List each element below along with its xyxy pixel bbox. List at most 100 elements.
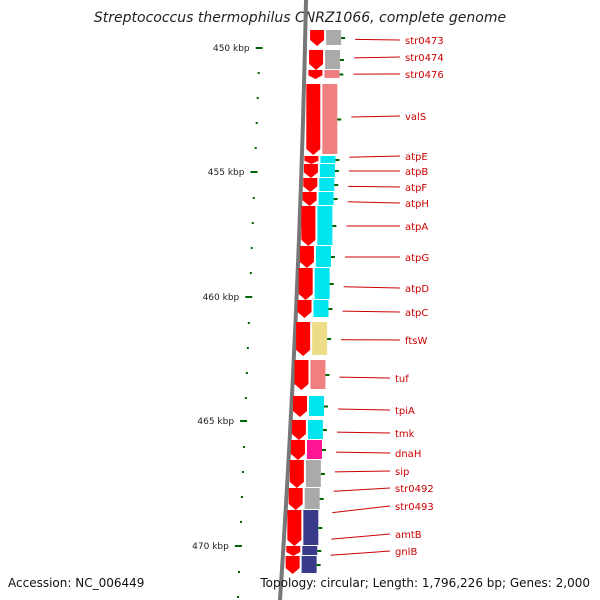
gene-leader (347, 201, 401, 204)
minor-tick (247, 322, 250, 324)
gene-label: atpE (405, 152, 428, 163)
gene-cog-box (306, 440, 322, 459)
minor-tick (239, 521, 242, 523)
gene-label: str0493 (395, 502, 434, 513)
kbp-label: 465 kbp (197, 417, 234, 427)
gene-leader (355, 38, 401, 41)
minor-tick (256, 97, 259, 99)
gene-arrow (301, 206, 316, 246)
gene-cog-box (301, 556, 317, 573)
gene-leader (330, 550, 391, 556)
kbp-tick (250, 171, 258, 173)
gene-cog-box (322, 84, 338, 154)
kbp-tick (234, 545, 242, 547)
gene-label: str0474 (405, 53, 444, 64)
gene-leader (335, 451, 391, 454)
gene-label: str0473 (405, 36, 444, 47)
gene-leader (334, 470, 391, 473)
gene-arrow (294, 360, 309, 390)
gene-arrow (310, 30, 325, 46)
gene-arrow (304, 156, 319, 164)
gene-cog-box (324, 70, 340, 78)
gene-leader (333, 487, 391, 492)
gene-cog-box (326, 30, 342, 45)
minor-tick (257, 72, 260, 74)
kbp-tick (245, 296, 253, 298)
minor-tick (246, 347, 249, 349)
gene-arrow (289, 460, 304, 488)
kbp-label: 470 kbp (192, 542, 229, 552)
gene-cog-box (302, 546, 318, 555)
gene-cog-box (312, 322, 328, 355)
gene-leader (331, 533, 391, 540)
gene-arrow (292, 396, 307, 417)
gene-arrow (296, 322, 311, 356)
gene-leader (343, 286, 401, 289)
gene-leader (348, 185, 401, 188)
kbp-label: 450 kbp (213, 44, 250, 54)
gene-cog-box (317, 206, 333, 245)
gene-cog-box (319, 178, 335, 191)
gene-label: tuf (395, 374, 409, 385)
gene-label: ftsW (405, 336, 427, 347)
kbp-tick (255, 47, 263, 49)
gene-cog-box (303, 510, 319, 545)
gene-arrow (290, 440, 305, 460)
gene-leader (339, 376, 391, 379)
gene-cog-box (314, 268, 330, 299)
gene-arrow (306, 84, 321, 155)
kbp-tick (240, 420, 248, 422)
genome-backbone (278, 0, 308, 600)
minor-tick (249, 272, 252, 274)
gene-label: valS (405, 112, 426, 123)
gene-cog-box (320, 156, 336, 163)
minor-tick (240, 496, 243, 498)
gene-label: str0492 (395, 484, 434, 495)
gene-leader (342, 310, 401, 313)
gene-arrow (309, 50, 324, 70)
gene-arrow (299, 246, 314, 268)
gene-leader (354, 56, 401, 59)
gene-label: atpA (405, 222, 428, 233)
gene-label: gnlB (395, 547, 417, 558)
gene-arrow (286, 546, 301, 556)
gene-leader (337, 408, 391, 411)
minor-tick (250, 247, 253, 249)
minor-tick (241, 471, 244, 473)
gene-label: atpB (405, 167, 428, 178)
gene-cog-box (319, 164, 335, 177)
gene-arrow (285, 556, 300, 574)
gene-cog-box (325, 50, 341, 69)
gene-label: atpH (405, 199, 429, 210)
gene-cog-box (310, 360, 326, 389)
kbp-label: 455 kbp (208, 168, 245, 178)
minor-tick (244, 397, 247, 399)
gene-leader (336, 431, 391, 434)
minor-tick (255, 122, 258, 124)
gene-arrow (291, 420, 306, 440)
minor-tick (254, 147, 257, 149)
minor-tick (252, 197, 255, 199)
gene-cog-box (304, 488, 320, 509)
gene-label: amtB (395, 530, 422, 541)
gene-arrow (288, 488, 303, 510)
gene-arrow (308, 70, 323, 79)
gene-arrow (302, 192, 317, 206)
minor-tick (251, 222, 254, 224)
kbp-label: 460 kbp (203, 293, 240, 303)
gene-leader (332, 505, 391, 514)
gene-leader (349, 155, 401, 158)
minor-tick (237, 596, 240, 598)
minor-tick (245, 372, 248, 374)
accession-text: Accession: NC_006449 (8, 576, 145, 590)
gene-label: dnaH (395, 449, 421, 460)
gene-arrow (303, 178, 318, 192)
gene-label: str0476 (405, 70, 444, 81)
gene-label: atpG (405, 253, 429, 264)
gene-cog-box (307, 420, 323, 439)
gene-cog-box (308, 396, 324, 416)
gene-label: atpF (405, 183, 427, 194)
minor-tick (242, 446, 245, 448)
gene-label: atpC (405, 308, 428, 319)
